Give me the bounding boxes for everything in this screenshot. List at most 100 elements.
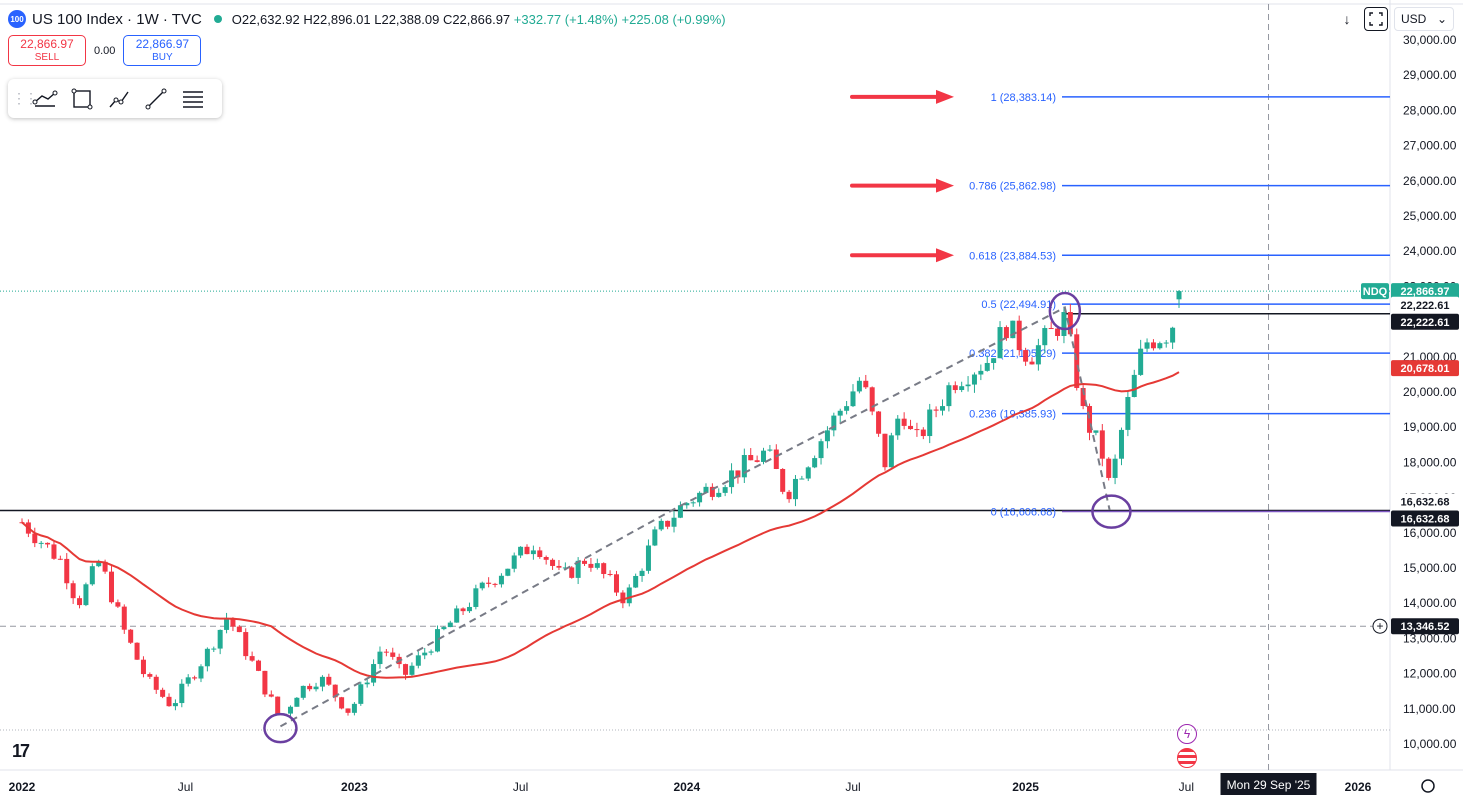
drawing-toolbar: ⋮⋮ — [8, 79, 222, 118]
sell-button[interactable]: 22,866.97 SELL — [8, 35, 86, 66]
candle-body — [1023, 350, 1029, 362]
candle-body — [466, 606, 472, 612]
candle-body — [895, 418, 901, 436]
candle-body — [888, 435, 894, 468]
candle-body — [856, 380, 862, 392]
candle-body — [179, 683, 185, 704]
y-tick-label: 15,000.00 — [1403, 561, 1457, 575]
candle-body — [633, 575, 639, 588]
candle-body — [1048, 328, 1054, 330]
x-tick-label: Jul — [1179, 780, 1194, 794]
candle-body — [684, 503, 690, 506]
candle-body — [479, 582, 485, 589]
highlight-circle — [1091, 494, 1132, 529]
price-label-text: NDQ — [1363, 286, 1388, 298]
candle-body — [1080, 387, 1086, 407]
candle-body — [697, 492, 703, 503]
buy-button[interactable]: 22,866.97 BUY — [123, 35, 202, 66]
candle-body — [786, 491, 792, 500]
candle-body — [415, 655, 421, 666]
candle-body — [511, 555, 517, 569]
candle-body — [844, 406, 850, 411]
add-alert-plus: + — [1376, 619, 1383, 633]
candle-body — [300, 685, 306, 698]
y-tick-label: 16,000.00 — [1403, 526, 1457, 540]
candle-body — [735, 470, 741, 478]
symbol-title[interactable]: US 100 Index · 1W · TVC — [32, 10, 202, 28]
highlight-circle — [263, 712, 298, 744]
candle-body — [460, 608, 466, 612]
candle-body — [939, 406, 945, 411]
us-flag-icon[interactable] — [1177, 748, 1197, 768]
candle-body — [403, 664, 409, 675]
candle-body — [837, 410, 843, 416]
candle-body — [1099, 430, 1105, 459]
candle-body — [677, 505, 683, 518]
candle-body — [262, 670, 268, 695]
open-value: O22,632.92 — [231, 11, 300, 27]
candle-body — [530, 550, 536, 555]
sell-label: SELL — [34, 51, 60, 63]
candle-body — [831, 415, 837, 431]
symbol-header: 100 US 100 Index · 1W · TVC O22,632.92 H… — [8, 8, 726, 30]
currency-value: USD — [1401, 12, 1427, 26]
candle-body — [1112, 458, 1118, 478]
candle-body — [1106, 458, 1112, 478]
candle-body — [230, 617, 236, 627]
rectangle-icon[interactable] — [63, 83, 100, 115]
y-tick-label: 18,000.00 — [1403, 455, 1457, 469]
candle-body — [933, 409, 939, 411]
fib-level-label: 0.786 (25,862.98) — [969, 181, 1056, 193]
currency-select[interactable]: USD ⌄ — [1394, 7, 1454, 31]
close-value: C22,866.97 — [442, 11, 511, 27]
x-tick-label: 2023 — [341, 780, 368, 794]
candle-body — [959, 386, 965, 391]
candle-body — [1170, 327, 1176, 343]
crosshair-date-label: Mon 29 Sep '25 — [1227, 778, 1311, 792]
tradingview-logo: 17 — [12, 741, 30, 761]
polyline-icon[interactable] — [100, 83, 137, 115]
candle-body — [588, 563, 594, 568]
price-label-box — [1391, 360, 1459, 377]
candle-body — [243, 632, 249, 657]
candle-body — [550, 559, 556, 566]
candle-body — [741, 455, 747, 478]
trend-line-icon[interactable] — [137, 83, 174, 115]
drag-handle-icon[interactable]: ⋮⋮ — [12, 90, 38, 106]
candle-body — [1163, 342, 1169, 344]
candle-body — [339, 697, 345, 709]
candle-body — [639, 570, 645, 576]
candle-body — [38, 542, 44, 544]
fib-level-label: 0 (16,606.68) — [991, 506, 1056, 518]
candle-body — [1087, 406, 1093, 433]
target-arrow-head — [936, 178, 954, 193]
market-status-dot — [213, 15, 222, 23]
candle-body — [914, 429, 920, 431]
candle-body — [236, 626, 242, 633]
candle-body — [767, 449, 773, 451]
change-value-2: +225.08 (+0.99%) — [621, 11, 726, 27]
fib-retracement-icon[interactable] — [174, 83, 211, 115]
candle-body — [358, 684, 364, 704]
arrow-down-icon[interactable]: ↓ — [1343, 11, 1351, 27]
candle-body — [1074, 334, 1080, 388]
candle-body — [997, 327, 1003, 359]
y-tick-label: 25,000.00 — [1403, 209, 1457, 223]
target-arrow-head — [936, 248, 954, 263]
candle-body — [268, 694, 274, 697]
candle-body — [275, 696, 281, 714]
x-tick-label: Jul — [845, 780, 860, 794]
chevron-down-icon: ⌄ — [1436, 12, 1447, 26]
trade-panel: 22,866.97 SELL 0.00 22,866.97 BUY — [8, 35, 202, 66]
candle-body — [134, 642, 140, 660]
candle-body — [1138, 348, 1144, 375]
candle-body — [428, 651, 434, 653]
drawing-template-icon[interactable] — [26, 83, 63, 115]
price-label-box — [1391, 313, 1459, 330]
candle-body — [198, 666, 204, 679]
price-label-box — [1361, 283, 1389, 300]
lightning-icon[interactable]: ϟ — [1177, 724, 1197, 744]
auto-scale-icon[interactable] — [1364, 7, 1388, 31]
candle-body — [773, 449, 779, 470]
